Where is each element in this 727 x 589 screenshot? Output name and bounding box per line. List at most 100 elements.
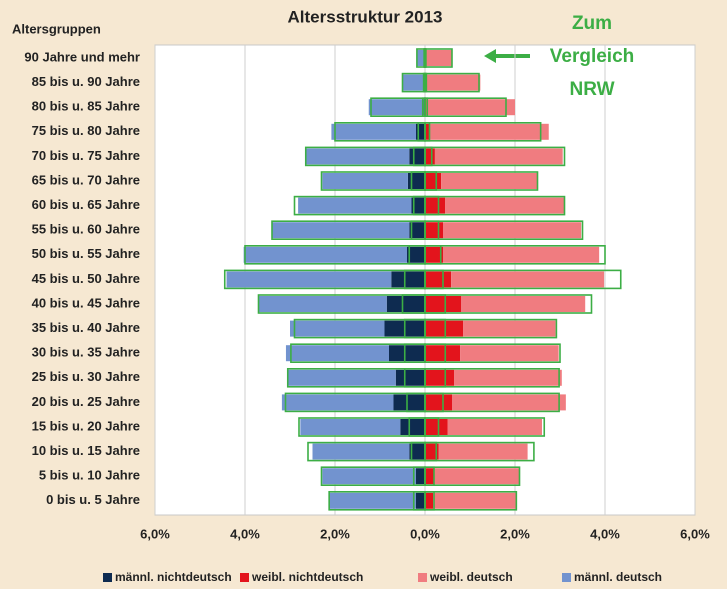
category-header: Altersgruppen: [12, 21, 101, 36]
legend-swatch: [103, 573, 112, 582]
bar-segment: [389, 345, 425, 362]
annotation: Vergleich: [550, 46, 635, 67]
bar-segment: [454, 369, 562, 386]
y-tick-label: 10 bis u. 15 Jahre: [32, 443, 140, 458]
y-tick-label: 85 bis u. 90 Jahre: [32, 74, 140, 89]
comparison-outline: [424, 269, 444, 290]
bar-segment: [416, 50, 425, 66]
comparison-outline: [424, 48, 427, 68]
legend-label: weibl. deutsch: [429, 570, 513, 584]
bar-segment: [425, 419, 448, 435]
bar-segment: [425, 345, 461, 362]
bar-segment: [290, 320, 385, 337]
legend-label: weibl. nichtdeutsch: [251, 570, 363, 584]
bar-segment: [452, 394, 566, 411]
bar-segment: [322, 173, 408, 189]
bar-segment: [429, 123, 549, 140]
bar-segment: [272, 222, 410, 239]
bar-segment: [391, 271, 425, 288]
bar-segment: [425, 173, 442, 189]
bar-segment: [409, 148, 425, 165]
y-tick-label: 90 Jahre und mehr: [24, 49, 140, 64]
comparison-outline: [424, 294, 447, 314]
bar-segment: [425, 271, 452, 288]
x-tick-label: 4,0%: [590, 526, 620, 541]
bar-segment: [402, 74, 425, 91]
bar-segment: [425, 468, 434, 485]
comparison-outline: [424, 441, 438, 462]
bar-segment: [411, 197, 425, 214]
bar-segment: [434, 148, 563, 165]
bar-segment: [416, 492, 425, 509]
bar-segment: [416, 468, 425, 485]
y-tick-label: 45 bis u. 50 Jahre: [32, 271, 140, 286]
bar-segment: [461, 296, 586, 312]
bar-segment: [300, 419, 401, 435]
bar-segment: [425, 296, 461, 312]
comparison-outline: [424, 245, 442, 265]
y-tick-label: 40 bis u. 45 Jahre: [32, 295, 140, 310]
bar-segment: [433, 492, 517, 509]
bar-segment: [416, 123, 425, 140]
y-tick-label: 30 bis u. 35 Jahre: [32, 345, 140, 360]
bar-segment: [258, 296, 387, 312]
legend-swatch: [418, 573, 427, 582]
comparison-outline: [424, 195, 440, 216]
annotation: Zum: [572, 13, 612, 34]
bar-segment: [445, 197, 565, 214]
bar-segment: [425, 197, 446, 214]
y-tick-label: 0 bis u. 5 Jahre: [46, 492, 140, 507]
x-tick-label: 4,0%: [230, 526, 260, 541]
bar-segment: [425, 74, 481, 91]
bar-segment: [312, 443, 410, 460]
y-tick-label: 70 bis u. 75 Jahre: [32, 148, 140, 163]
comparison-outline: [424, 466, 435, 487]
x-tick-label: 2,0%: [500, 526, 530, 541]
bar-segment: [226, 271, 392, 288]
bar-segment: [425, 394, 452, 411]
bar-segment: [407, 246, 425, 263]
comparison-outline: [424, 417, 440, 437]
bar-segment: [426, 99, 515, 116]
bar-segment: [438, 443, 528, 460]
bar-segment: [329, 492, 416, 509]
x-tick-label: 2,0%: [320, 526, 350, 541]
legend-label: männl. nichtdeutsch: [115, 570, 232, 584]
bar-segment: [395, 369, 425, 386]
y-tick-label: 15 bis u. 20 Jahre: [32, 418, 140, 433]
x-tick-label: 6,0%: [140, 526, 170, 541]
bar-segment: [460, 345, 559, 362]
bar-segment: [393, 394, 425, 411]
bar-segment: [287, 369, 396, 386]
chart-title: Altersstruktur 2013: [288, 7, 443, 26]
comparison-outline: [424, 220, 440, 240]
annotation: NRW: [569, 79, 614, 100]
bar-segment: [425, 222, 443, 239]
bar-segment: [409, 222, 425, 239]
bar-segment: [425, 246, 443, 263]
comparison-outline: [424, 343, 447, 364]
bar-segment: [386, 296, 425, 312]
comparison-outline: [424, 122, 431, 142]
x-tick-label: 0,0%: [410, 526, 440, 541]
legend-swatch: [240, 573, 249, 582]
y-tick-label: 65 bis u. 70 Jahre: [32, 172, 140, 187]
bar-segment: [322, 468, 416, 485]
bar-segment: [281, 394, 394, 411]
y-tick-label: 55 bis u. 60 Jahre: [32, 222, 140, 237]
bar-segment: [441, 173, 538, 189]
bar-segment: [425, 369, 455, 386]
bar-segment: [368, 99, 424, 116]
bar-segment: [434, 468, 520, 485]
y-tick-label: 5 bis u. 10 Jahre: [39, 468, 140, 483]
bar-segment: [306, 148, 410, 165]
bar-segment: [425, 148, 435, 165]
bar-segment: [463, 320, 556, 337]
comparison-outline: [424, 72, 428, 93]
bar-segment: [243, 246, 407, 263]
legend-swatch: [562, 573, 571, 582]
comparison-outline: [424, 146, 433, 167]
bar-segment: [443, 222, 582, 239]
legend-label: männl. deutsch: [574, 570, 662, 584]
